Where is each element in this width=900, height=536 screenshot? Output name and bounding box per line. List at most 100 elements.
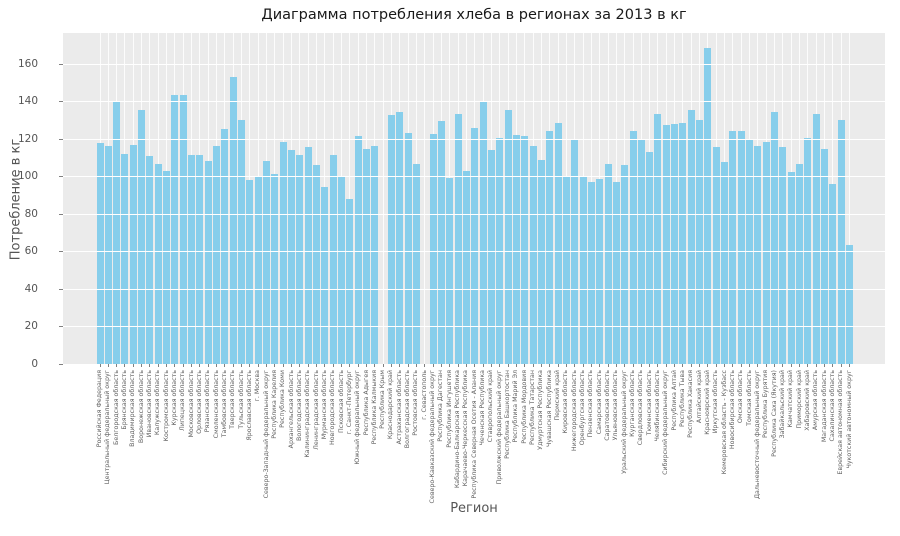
- bar: [771, 111, 779, 364]
- bar: [796, 164, 804, 364]
- bar-group: Республика Северная Осетия - Алания: [471, 33, 479, 499]
- x-tick-mark: [299, 364, 301, 367]
- bar: [304, 147, 312, 364]
- gridline: [63, 176, 885, 178]
- bar-group: Мурманская область: [321, 33, 329, 439]
- x-tick-label: Вологодская область: [295, 370, 303, 441]
- x-tick-label: Ставропольский край: [487, 370, 495, 443]
- y-tick-mark: [59, 101, 63, 103]
- x-tick-mark: [366, 364, 367, 367]
- bar: [629, 131, 637, 364]
- bar: [846, 244, 854, 364]
- bar: [454, 113, 462, 364]
- x-tick-label: Смоленская область: [212, 370, 220, 439]
- bar: [554, 123, 562, 364]
- bar-group: Республика Дагестан: [437, 33, 445, 442]
- bar: [229, 77, 237, 364]
- y-tick-mark: [59, 213, 63, 215]
- x-tick-label: Республика Карелия: [270, 370, 278, 439]
- x-tick-mark: [607, 364, 609, 367]
- x-tick-label: Сибирский федеральный округ: [662, 370, 670, 475]
- x-tick-label: Ивановская область: [145, 370, 153, 438]
- bar: [779, 147, 787, 364]
- x-tick-mark: [349, 364, 351, 367]
- x-tick-label: Пензенская область: [587, 370, 595, 438]
- bar-group: Тамбовская область: [221, 33, 229, 437]
- x-tick-label: Саратовская область: [603, 370, 611, 441]
- bar-group: Оренбургская область: [579, 33, 587, 445]
- bar: [296, 154, 304, 364]
- x-tick-mark: [307, 364, 309, 367]
- bar: [696, 120, 704, 364]
- x-tick-label: Тульская область: [237, 370, 245, 429]
- x-tick-label: Ярославская область: [245, 370, 253, 441]
- x-tick-label: Республика Саха (Якутия): [770, 370, 778, 457]
- x-tick-mark: [657, 364, 659, 367]
- bar-group: Астраханская область: [396, 33, 404, 444]
- x-tick-mark: [174, 364, 176, 367]
- x-tick-mark: [341, 364, 343, 367]
- bar-group: Тюменская область: [646, 33, 654, 435]
- bar-group: Республика Марий Эл: [512, 33, 520, 443]
- x-tick-label: Курская область: [170, 370, 178, 426]
- bar-group: Калужская область: [154, 33, 162, 435]
- bar-group: Тульская область: [237, 33, 246, 429]
- bar-group: Северо-Кавказский федеральный округ: [429, 33, 437, 503]
- x-tick-mark: [549, 364, 551, 367]
- x-tick-label: Томская область: [745, 370, 753, 426]
- x-tick-label: Кемеровская область - Кузбасс: [720, 370, 728, 475]
- x-tick-label: Республика Мордовия: [520, 370, 528, 444]
- x-tick-label: Республика Татарстан: [528, 370, 536, 445]
- bar: [546, 131, 554, 364]
- gridline: [63, 251, 885, 253]
- bar: [329, 154, 337, 364]
- x-tick-mark: [507, 364, 509, 367]
- bar-group: Орловская область: [196, 33, 204, 434]
- x-tick-label: Сахалинская область: [828, 370, 836, 442]
- bar: [604, 164, 612, 364]
- bar: [113, 102, 121, 364]
- x-tick-label: Чувашская Республика: [545, 370, 553, 447]
- bar-group: Красноярский край: [704, 33, 712, 435]
- gridline: [349, 33, 351, 364]
- gridline: [63, 138, 885, 140]
- x-tick-label: Республика Хакасия: [687, 370, 695, 438]
- x-tick-mark: [266, 364, 268, 367]
- bar: [279, 141, 287, 364]
- y-tick-mark: [59, 63, 63, 65]
- bar-group: Кировская область: [562, 33, 570, 434]
- x-tick-label: Ленинградская область: [312, 370, 320, 450]
- x-tick-mark: [149, 364, 151, 367]
- bar-group: Калининградская область: [304, 33, 312, 458]
- y-tick-label: 20: [24, 320, 38, 333]
- x-tick-mark: [357, 364, 359, 367]
- x-tick-label: Орловская область: [195, 370, 203, 434]
- x-tick-mark: [390, 364, 392, 367]
- bar-group: Челябинская область: [654, 33, 662, 441]
- x-tick-mark: [157, 364, 159, 367]
- bar: [254, 176, 262, 364]
- bar-group: Чувашская Республика: [546, 33, 554, 447]
- bar-group: Краснодарский край: [387, 33, 395, 439]
- x-tick-mark: [166, 364, 168, 367]
- x-tick-mark: [324, 364, 326, 367]
- x-tick-mark: [107, 364, 109, 367]
- bar: [121, 153, 129, 364]
- bar: [204, 160, 212, 364]
- x-axis-label: Регион: [450, 501, 498, 516]
- bar: [762, 141, 770, 364]
- bar-group: Псковская область: [337, 33, 346, 433]
- x-tick-mark: [624, 364, 626, 367]
- bar: [821, 149, 829, 364]
- bar: [537, 159, 545, 364]
- bar-group: Республика Мордовия: [521, 33, 529, 444]
- bar: [104, 145, 112, 364]
- bar: [646, 152, 654, 364]
- x-tick-mark: [191, 364, 193, 367]
- bar: [171, 94, 179, 364]
- bar: [462, 170, 470, 364]
- x-tick-label: Брянская область: [120, 370, 128, 430]
- bar: [621, 165, 629, 364]
- bar-group: Костромская область: [162, 33, 171, 441]
- bar-group: Республика Саха (Якутия): [770, 33, 779, 457]
